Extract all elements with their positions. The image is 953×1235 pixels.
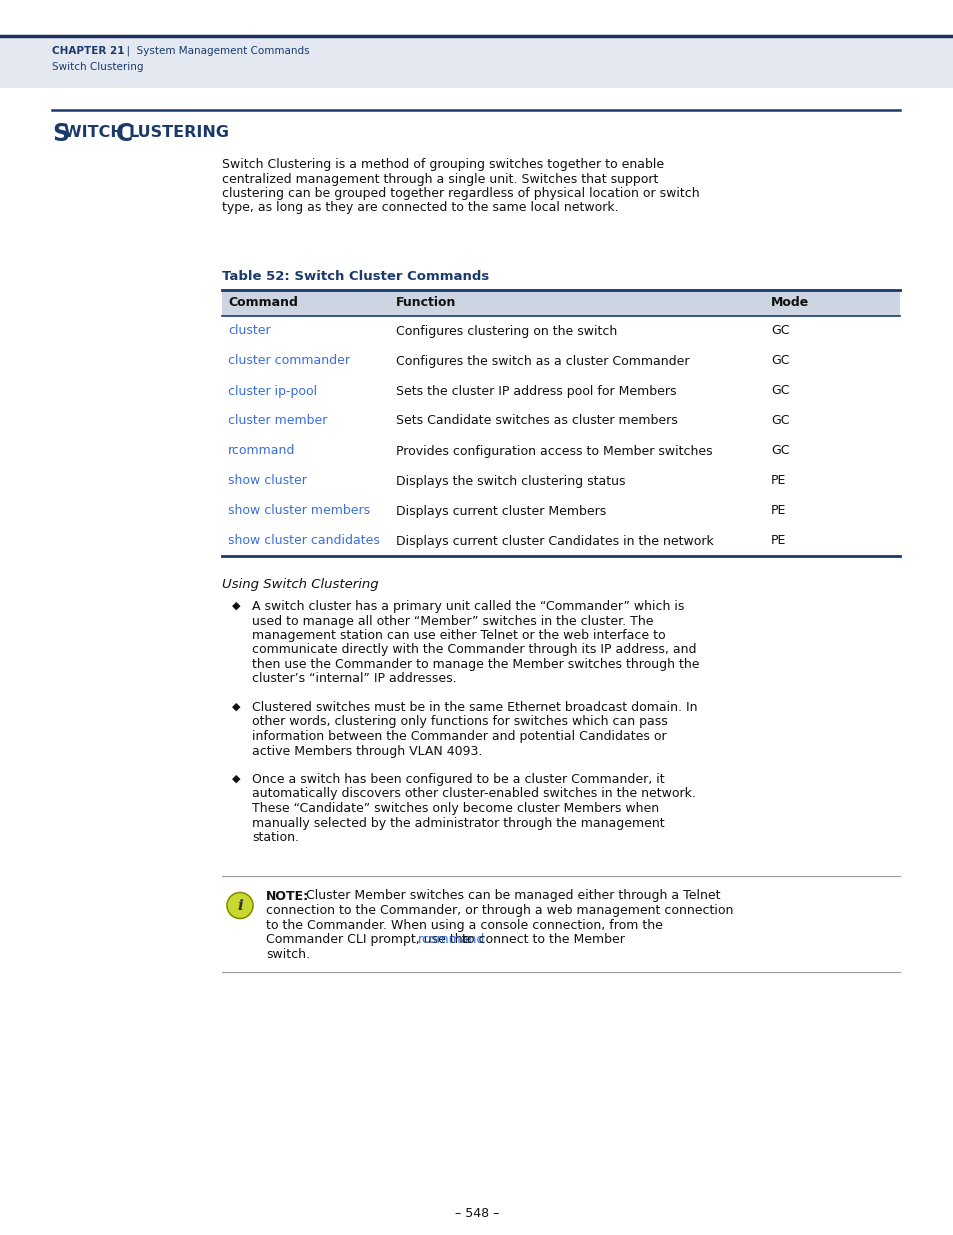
Text: Command: Command bbox=[228, 296, 297, 309]
Text: Switch Clustering: Switch Clustering bbox=[52, 62, 143, 72]
Text: communicate directly with the Commander through its IP address, and: communicate directly with the Commander … bbox=[252, 643, 696, 657]
Text: Mode: Mode bbox=[770, 296, 808, 309]
Text: GC: GC bbox=[770, 445, 789, 457]
Text: A switch cluster has a primary unit called the “Commander” which is: A switch cluster has a primary unit call… bbox=[252, 600, 683, 613]
Text: show cluster: show cluster bbox=[228, 474, 307, 488]
Text: Once a switch has been configured to be a cluster Commander, it: Once a switch has been configured to be … bbox=[252, 773, 664, 785]
Text: Cluster Member switches can be managed either through a Telnet: Cluster Member switches can be managed e… bbox=[302, 889, 720, 903]
Text: active Members through VLAN 4093.: active Members through VLAN 4093. bbox=[252, 745, 482, 757]
Text: to the Commander. When using a console connection, from the: to the Commander. When using a console c… bbox=[266, 919, 662, 931]
Text: cluster commander: cluster commander bbox=[228, 354, 350, 368]
Text: WITCH: WITCH bbox=[64, 125, 130, 140]
Text: PE: PE bbox=[770, 535, 785, 547]
Text: – 548 –: – 548 – bbox=[455, 1207, 498, 1220]
Text: rcommand: rcommand bbox=[417, 932, 484, 946]
Text: Using Switch Clustering: Using Switch Clustering bbox=[222, 578, 378, 592]
Text: rcommand: rcommand bbox=[228, 445, 295, 457]
Text: show cluster candidates: show cluster candidates bbox=[228, 535, 379, 547]
Text: Configures the switch as a cluster Commander: Configures the switch as a cluster Comma… bbox=[395, 354, 689, 368]
Text: GC: GC bbox=[770, 415, 789, 427]
Text: Displays current cluster Members: Displays current cluster Members bbox=[395, 505, 605, 517]
Text: centralized management through a single unit. Switches that support: centralized management through a single … bbox=[222, 173, 658, 185]
Text: PE: PE bbox=[770, 505, 785, 517]
Text: NOTE:: NOTE: bbox=[266, 889, 309, 903]
Text: Sets Candidate switches as cluster members: Sets Candidate switches as cluster membe… bbox=[395, 415, 677, 427]
Text: |  System Management Commands: | System Management Commands bbox=[120, 46, 310, 57]
Text: automatically discovers other cluster-enabled switches in the network.: automatically discovers other cluster-en… bbox=[252, 788, 695, 800]
Text: PE: PE bbox=[770, 474, 785, 488]
Text: ◆: ◆ bbox=[232, 774, 240, 784]
Text: manually selected by the administrator through the management: manually selected by the administrator t… bbox=[252, 816, 664, 830]
Bar bbox=[222, 290, 899, 316]
Text: GC: GC bbox=[770, 384, 789, 398]
Text: CHAPTER 21: CHAPTER 21 bbox=[52, 46, 125, 56]
Text: ◆: ◆ bbox=[232, 601, 240, 611]
Text: cluster: cluster bbox=[228, 325, 271, 337]
Text: to connect to the Member: to connect to the Member bbox=[457, 932, 624, 946]
Text: other words, clustering only functions for switches which can pass: other words, clustering only functions f… bbox=[252, 715, 667, 729]
Bar bbox=[0, 36, 953, 88]
Text: i: i bbox=[237, 899, 243, 914]
Text: management station can use either Telnet or the web interface to: management station can use either Telnet… bbox=[252, 629, 665, 642]
Text: switch.: switch. bbox=[266, 947, 310, 961]
Text: ◆: ◆ bbox=[232, 701, 240, 713]
Text: then use the Commander to manage the Member switches through the: then use the Commander to manage the Mem… bbox=[252, 658, 699, 671]
Text: Displays the switch clustering status: Displays the switch clustering status bbox=[395, 474, 625, 488]
Text: cluster member: cluster member bbox=[228, 415, 327, 427]
Text: C: C bbox=[116, 122, 133, 146]
Text: Clustered switches must be in the same Ethernet broadcast domain. In: Clustered switches must be in the same E… bbox=[252, 701, 697, 714]
Text: S: S bbox=[52, 122, 69, 146]
Text: LUSTERING: LUSTERING bbox=[128, 125, 229, 140]
Text: GC: GC bbox=[770, 354, 789, 368]
Text: Configures clustering on the switch: Configures clustering on the switch bbox=[395, 325, 617, 337]
Text: clustering can be grouped together regardless of physical location or switch: clustering can be grouped together regar… bbox=[222, 186, 699, 200]
Text: used to manage all other “Member” switches in the cluster. The: used to manage all other “Member” switch… bbox=[252, 615, 653, 627]
Text: connection to the Commander, or through a web management connection: connection to the Commander, or through … bbox=[266, 904, 733, 918]
Text: cluster ip-pool: cluster ip-pool bbox=[228, 384, 316, 398]
Text: Commander CLI prompt, use the: Commander CLI prompt, use the bbox=[266, 932, 474, 946]
Circle shape bbox=[227, 893, 253, 919]
Text: Sets the cluster IP address pool for Members: Sets the cluster IP address pool for Mem… bbox=[395, 384, 676, 398]
Text: type, as long as they are connected to the same local network.: type, as long as they are connected to t… bbox=[222, 201, 618, 215]
Text: Table 52: Switch Cluster Commands: Table 52: Switch Cluster Commands bbox=[222, 270, 489, 283]
Text: Switch Clustering is a method of grouping switches together to enable: Switch Clustering is a method of groupin… bbox=[222, 158, 663, 170]
Text: GC: GC bbox=[770, 325, 789, 337]
Text: Displays current cluster Candidates in the network: Displays current cluster Candidates in t… bbox=[395, 535, 713, 547]
Text: Function: Function bbox=[395, 296, 456, 309]
Text: station.: station. bbox=[252, 831, 298, 844]
Text: show cluster members: show cluster members bbox=[228, 505, 370, 517]
Text: Provides configuration access to Member switches: Provides configuration access to Member … bbox=[395, 445, 712, 457]
Text: cluster’s “internal” IP addresses.: cluster’s “internal” IP addresses. bbox=[252, 673, 456, 685]
Text: information between the Commander and potential Candidates or: information between the Commander and po… bbox=[252, 730, 666, 743]
Text: These “Candidate” switches only become cluster Members when: These “Candidate” switches only become c… bbox=[252, 802, 659, 815]
